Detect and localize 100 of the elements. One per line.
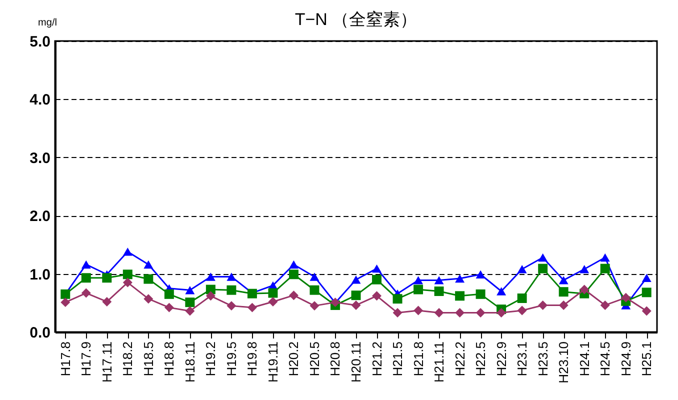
x-tick-label: H20.2: [286, 342, 302, 376]
point: [621, 292, 631, 302]
point: [268, 296, 278, 306]
point: [642, 306, 652, 316]
x-tick-label: H22.2: [452, 342, 468, 376]
point: [185, 306, 195, 316]
point: [144, 294, 154, 304]
x-tick-label: H17.9: [78, 342, 94, 376]
point: [310, 301, 320, 311]
y-tick-label: 5.0: [30, 34, 50, 50]
y-tick-label: 4.0: [30, 92, 50, 109]
point: [455, 291, 465, 301]
x-tick-label: H20.5: [306, 342, 322, 376]
x-tick-label: H23.1: [514, 342, 530, 376]
point: [434, 286, 444, 296]
point: [81, 260, 91, 269]
x-tick-label: H18.8: [162, 342, 177, 376]
point: [517, 265, 527, 274]
x-tick-label: H21.5: [390, 342, 406, 376]
x-tick-label: H18.11: [182, 342, 198, 382]
point: [434, 308, 444, 318]
x-tick-label: H21.2: [369, 342, 384, 376]
point: [351, 300, 361, 310]
x-tick-label: H21.11: [432, 342, 447, 382]
point: [414, 284, 424, 294]
point: [351, 290, 361, 300]
point: [226, 272, 236, 281]
point: [538, 253, 548, 262]
y-axis-title: mg/l: [38, 18, 57, 28]
point: [122, 248, 132, 256]
point: [206, 291, 216, 301]
point: [60, 298, 70, 308]
point: [164, 302, 174, 312]
point: [288, 260, 298, 269]
point: [185, 286, 195, 294]
x-tick-label: H17.11: [99, 342, 114, 382]
point: [122, 278, 132, 288]
x-tick-label: H19.2: [203, 342, 218, 376]
point: [206, 272, 216, 281]
point: [642, 274, 652, 282]
point: [247, 302, 257, 312]
x-tick-label: H22.5: [473, 342, 488, 376]
point: [434, 276, 444, 284]
x-tick-label: H25.1: [639, 342, 654, 376]
point: [122, 270, 132, 280]
point: [164, 289, 174, 299]
point: [288, 270, 298, 280]
point: [102, 296, 112, 306]
point: [81, 273, 91, 283]
x-tick-label: H24.5: [598, 342, 613, 376]
point: [517, 306, 527, 316]
y-tick-label: 1.0: [30, 266, 50, 284]
point: [538, 264, 548, 274]
y-tick-label: 2.0: [30, 208, 50, 226]
x-tick-label: H19.11: [265, 342, 280, 382]
x-tick-label: H23.10: [556, 342, 572, 384]
point: [455, 274, 465, 283]
chart-title: T−N （全窒素）: [294, 10, 418, 29]
point: [144, 274, 154, 284]
point: [496, 287, 506, 296]
point: [310, 285, 320, 295]
x-tick-label: H20.8: [328, 342, 343, 376]
x-tick-label: H20.11: [348, 342, 364, 382]
point: [600, 300, 610, 310]
x-tick-label: H18.2: [120, 342, 136, 376]
x-tick-label: H19.8: [244, 342, 260, 376]
x-tick-label: H22.9: [494, 342, 509, 376]
point: [600, 264, 610, 274]
y-tick-label: 0.0: [30, 324, 50, 342]
point: [81, 288, 91, 298]
point: [372, 274, 382, 284]
x-tick-label: H23.5: [535, 342, 550, 376]
point: [288, 290, 298, 300]
x-tick-label: H19.5: [224, 342, 239, 376]
point: [372, 291, 382, 301]
point: [414, 276, 424, 284]
x-tick-label: H24.9: [618, 342, 634, 376]
x-tick-label: H21.8: [410, 342, 426, 376]
point: [144, 260, 154, 269]
point: [392, 308, 402, 318]
point: [351, 276, 361, 284]
point: [476, 308, 486, 318]
point: [517, 294, 527, 303]
point: [580, 284, 590, 294]
point: [642, 288, 652, 298]
point: [455, 308, 465, 318]
x-tick-label: H17.8: [58, 342, 73, 376]
point: [538, 300, 548, 310]
point: [268, 288, 278, 298]
point: [558, 287, 568, 297]
point: [476, 289, 486, 299]
point: [226, 301, 236, 311]
point: [392, 294, 402, 304]
point: [496, 308, 506, 318]
point: [185, 298, 195, 308]
point: [414, 306, 424, 316]
point: [372, 264, 382, 273]
point: [600, 253, 610, 262]
point: [558, 300, 568, 310]
point: [580, 265, 590, 274]
